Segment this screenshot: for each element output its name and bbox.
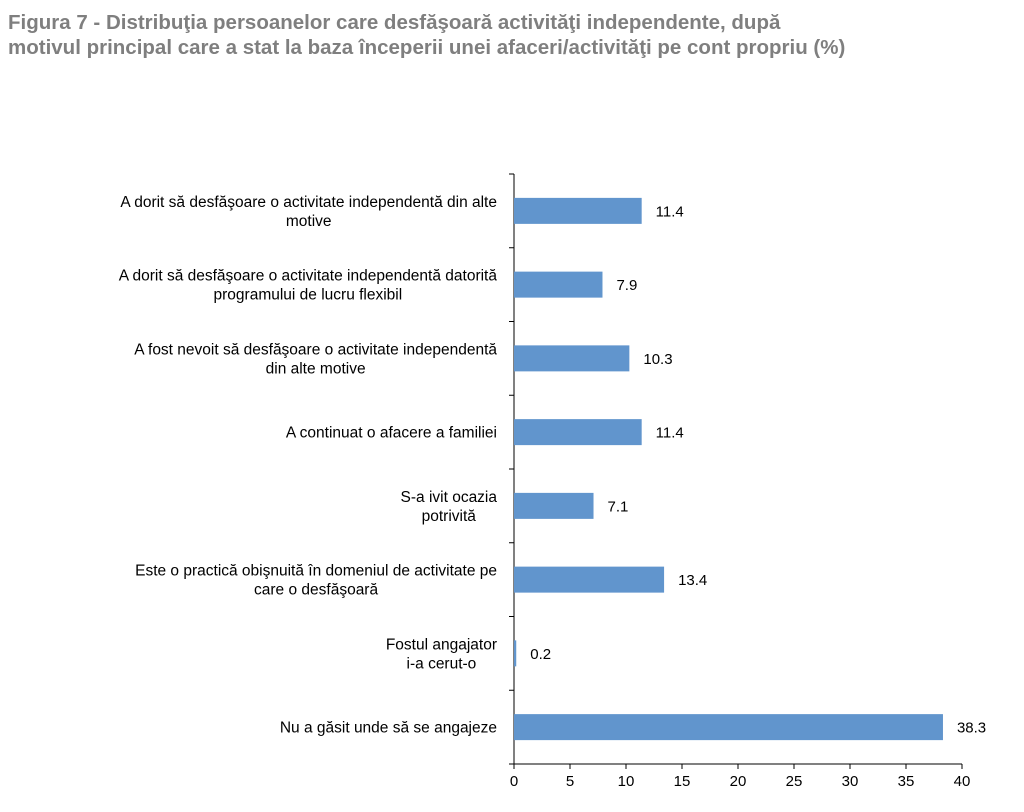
bar [514, 566, 665, 593]
category-label: A dorit să desfăşoare o activitate indep… [119, 268, 498, 285]
category-label: potrivită [422, 508, 477, 525]
bar-value-label: 11.4 [656, 425, 684, 442]
category-label: i-a cerut-o [407, 655, 477, 672]
chart-title-line-1: Figura 7 - Distribuţia persoanelor care … [8, 11, 781, 34]
bar-value-label: 7.9 [616, 277, 637, 294]
bar [514, 640, 517, 667]
bar-value-label: 10.3 [643, 351, 672, 368]
x-tick-label: 40 [954, 773, 971, 790]
x-tick-label: 20 [730, 773, 747, 790]
bar [514, 714, 943, 741]
category-label: programului de lucru flexibil [214, 287, 403, 304]
category-label: A dorit să desfăşoare o activitate indep… [120, 194, 497, 211]
x-tick-label: 35 [898, 773, 915, 790]
category-label: din alte motive [266, 360, 366, 377]
x-tick-label: 5 [566, 773, 574, 790]
x-tick-label: 25 [786, 773, 803, 790]
chart-title-line-2: motivul principal care a stat la baza în… [8, 36, 846, 59]
category-label: Fostul angajator [386, 636, 497, 653]
category-label: Este o practică obişnuită în domeniul de… [135, 563, 497, 580]
x-tick-label: 15 [674, 773, 691, 790]
bar [514, 345, 630, 372]
category-label: S-a ivit ocazia [401, 489, 498, 506]
x-tick-label: 10 [618, 773, 635, 790]
bar [514, 271, 603, 298]
bar [514, 492, 594, 519]
category-label: Nu a găsit unde să se angajeze [280, 720, 497, 737]
category-label: care o desfăşoară [254, 582, 378, 599]
bar [514, 419, 642, 446]
bar [514, 197, 642, 224]
bar-value-label: 7.1 [608, 498, 629, 515]
bar-value-label: 11.4 [656, 203, 684, 220]
bar-value-label: 13.4 [678, 572, 707, 589]
x-tick-label: 30 [842, 773, 859, 790]
bar-value-label: 38.3 [957, 720, 986, 737]
x-tick-label: 0 [510, 773, 518, 790]
bar-value-label: 0.2 [530, 646, 551, 663]
category-label: motive [286, 213, 332, 230]
chart-title: Figura 7 - Distribuţia persoanelor care … [8, 10, 1013, 60]
category-label: A continuat o afacere a familiei [286, 425, 497, 442]
category-label: A fost nevoit să desfăşoare o activitate… [134, 341, 497, 358]
